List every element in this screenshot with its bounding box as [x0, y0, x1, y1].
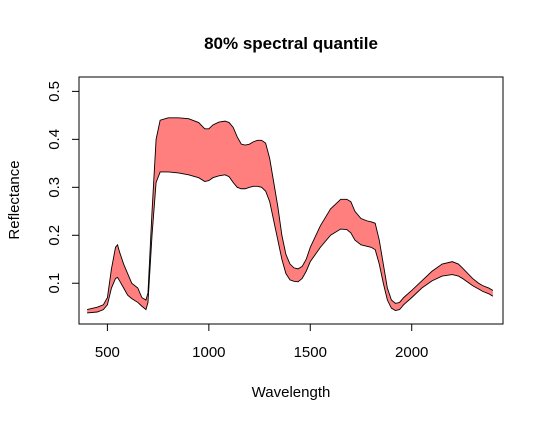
chart-title: 80% spectral quantile	[204, 34, 378, 53]
y-tick-label: 0.1	[46, 273, 63, 294]
y-axis-label: Reflectance	[6, 160, 23, 239]
x-tick-label: 2000	[395, 344, 428, 361]
x-axis-label: Wavelength	[252, 384, 331, 401]
x-tick-label: 500	[95, 344, 120, 361]
y-tick-label: 0.5	[46, 81, 63, 102]
x-tick-label: 1500	[294, 344, 327, 361]
y-tick-label: 0.4	[46, 129, 63, 150]
y-tick-label: 0.2	[46, 225, 63, 246]
y-tick-label: 0.3	[46, 177, 63, 198]
x-tick-label: 1000	[192, 344, 225, 361]
